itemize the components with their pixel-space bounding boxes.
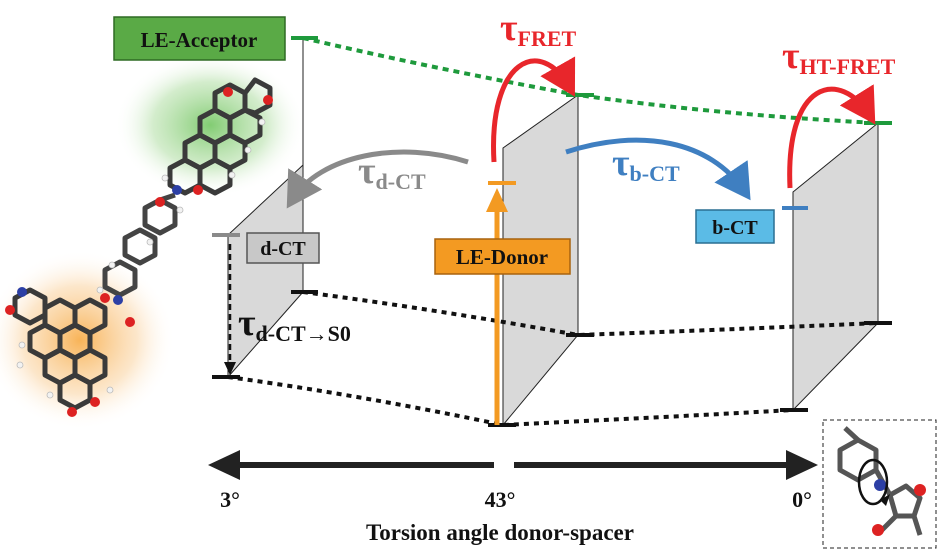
ht-fret-arrow — [787, 84, 876, 189]
angle-label-0: 0° — [792, 487, 812, 512]
lower-ground-connector — [227, 375, 794, 428]
d-ct-label: d-CT — [260, 238, 306, 260]
acceptor-level-connector — [302, 36, 879, 125]
torsion-rotation-inset-icon — [822, 419, 937, 549]
tau-d-ct-s0-label: τd-CT→S0 — [238, 302, 351, 346]
donor-spacer-acceptor-molecule-icon — [0, 53, 305, 430]
excitation-arrow-head — [486, 188, 508, 212]
le-donor-label: LE-Donor — [456, 245, 548, 269]
upper-ground-connector — [302, 290, 879, 338]
tau-b-ct-label: τb-CT — [612, 142, 680, 186]
b-ct-box — [695, 209, 775, 244]
d-ct-box — [246, 232, 320, 264]
tau-fret-label: τFRET — [500, 7, 577, 51]
le-acceptor-label: LE-Acceptor — [141, 28, 258, 52]
le-donor-box — [434, 238, 571, 275]
tau-ht-fret-label: τHT-FRET — [782, 35, 896, 79]
angle-label-43: 43° — [485, 487, 516, 512]
torsion-axis-right-head — [786, 450, 818, 480]
angle-label-3: 3° — [220, 487, 240, 512]
b-ct-plane — [792, 121, 879, 412]
fret-arrow — [491, 56, 576, 163]
b-ct-label: b-CT — [712, 217, 758, 239]
tau-d-ct-label: τd-CT — [358, 150, 426, 194]
torsion-axis-title: Torsion angle donor-spacer — [366, 520, 634, 545]
d-ct-s0-arrow-head — [224, 362, 236, 375]
d-ct-arrow — [286, 149, 469, 209]
torsion-axis-left-head — [208, 450, 240, 480]
b-ct-arrow — [565, 137, 751, 201]
le-acceptor-box — [113, 16, 286, 61]
